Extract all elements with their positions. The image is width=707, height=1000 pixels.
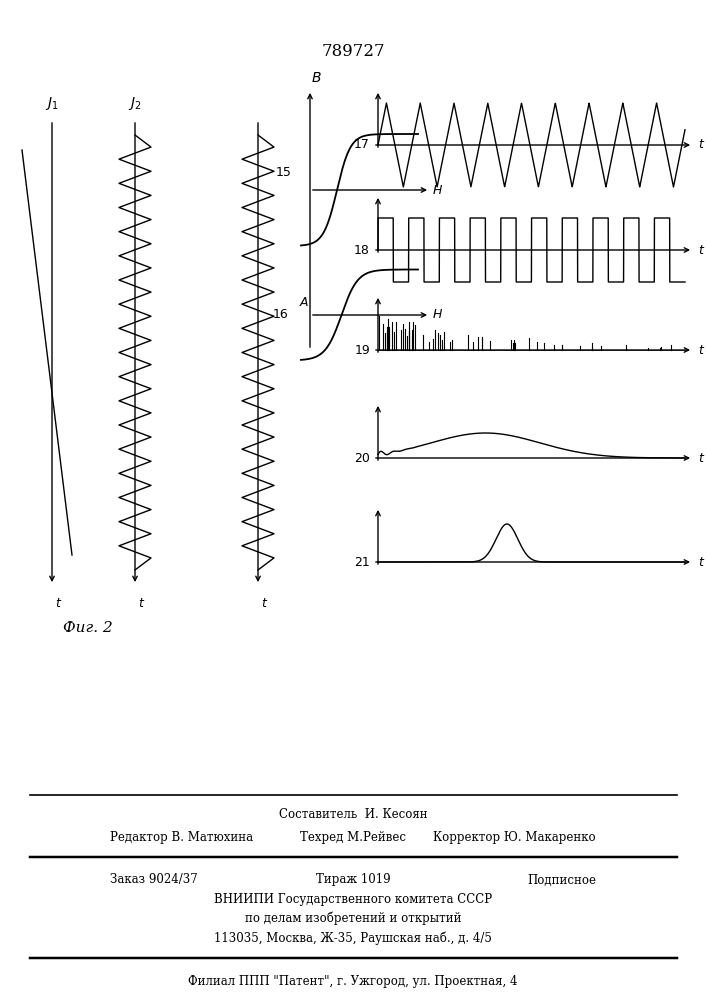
Text: 18: 18 <box>354 243 370 256</box>
Text: t: t <box>698 243 703 256</box>
Text: A: A <box>300 296 308 309</box>
Text: 789727: 789727 <box>322 42 385 60</box>
Text: Подписное: Подписное <box>527 874 596 886</box>
Text: Заказ 9024/37: Заказ 9024/37 <box>110 874 198 886</box>
Text: $J_1$: $J_1$ <box>45 95 59 112</box>
Text: H: H <box>433 308 443 322</box>
Text: t: t <box>261 597 266 610</box>
Text: Тираж 1019: Тираж 1019 <box>316 874 390 886</box>
Text: Филиал ППП "Патент", г. Ужгород, ул. Проектная, 4: Филиал ППП "Патент", г. Ужгород, ул. Про… <box>188 976 518 988</box>
Text: 17: 17 <box>354 138 370 151</box>
Text: 113035, Москва, Ж-35, Раушская наб., д. 4/5: 113035, Москва, Ж-35, Раушская наб., д. … <box>214 931 492 945</box>
Text: t: t <box>138 597 143 610</box>
Text: 21: 21 <box>354 556 370 568</box>
Text: Составитель  И. Кесоян: Составитель И. Кесоян <box>279 808 427 822</box>
Text: t: t <box>698 556 703 568</box>
Text: 16: 16 <box>272 308 288 322</box>
Text: Фиг. 2: Фиг. 2 <box>63 621 113 635</box>
Text: Корректор Ю. Макаренко: Корректор Ю. Макаренко <box>433 830 596 844</box>
Text: $J_2$: $J_2$ <box>128 95 142 112</box>
Text: H: H <box>433 184 443 196</box>
Text: Редактор В. Матюхина: Редактор В. Матюхина <box>110 830 253 844</box>
Text: по делам изобретений и открытий: по делам изобретений и открытий <box>245 911 461 925</box>
Text: t: t <box>698 344 703 357</box>
Text: 19: 19 <box>354 344 370 357</box>
Text: ВНИИПИ Государственного комитета СССР: ВНИИПИ Государственного комитета СССР <box>214 894 492 906</box>
Text: Техред М.Рейвес: Техред М.Рейвес <box>300 830 406 844</box>
Text: t: t <box>55 597 60 610</box>
Text: t: t <box>698 452 703 464</box>
Text: B: B <box>312 71 322 85</box>
Text: 15: 15 <box>276 165 292 178</box>
Text: t: t <box>698 138 703 151</box>
Text: 20: 20 <box>354 452 370 464</box>
